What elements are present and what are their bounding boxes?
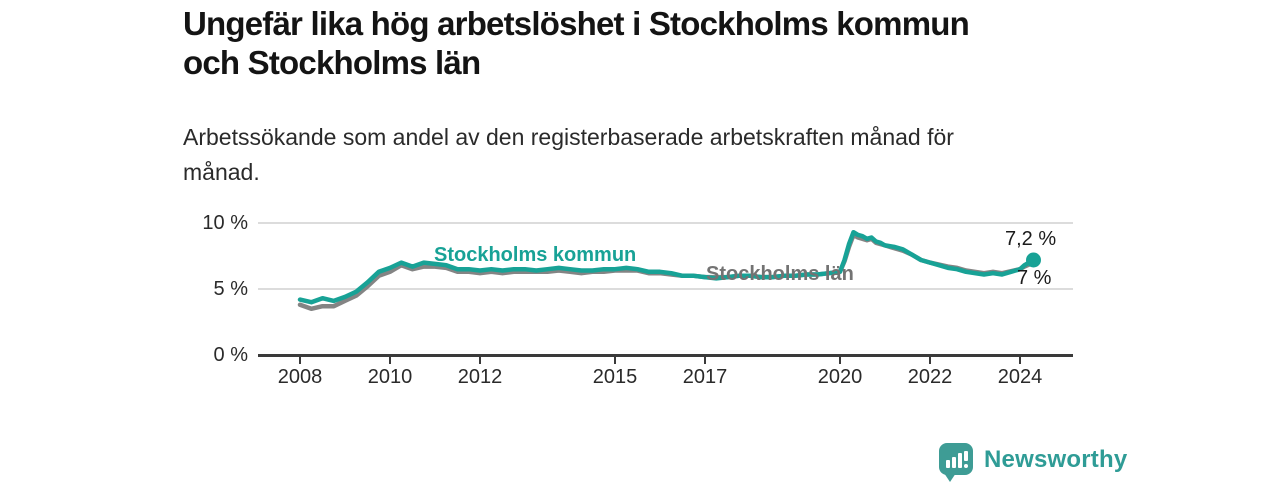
end-point-marker (1026, 252, 1041, 268)
exclamation-dot-icon (964, 464, 968, 468)
x-tick-label: 2015 (592, 366, 638, 388)
line-stockholms-kommun (297, 229, 1036, 305)
x-tick-mark (614, 357, 616, 364)
x-tick-label: 2022 (907, 366, 953, 388)
x-tick-label: 2020 (817, 366, 863, 388)
chart-subtitle-line-2: månad. (183, 159, 260, 185)
x-tick-mark (929, 357, 931, 364)
series-label-stockholms-kommun: Stockholms kommun (434, 244, 637, 266)
chart-subtitle: Arbetssökande som andel av den registerb… (183, 120, 954, 190)
y-tick-label: 10 % (202, 212, 248, 234)
x-tick-label: 2017 (682, 366, 728, 388)
newsworthy-logo-tail (944, 473, 956, 482)
page-title-line-1: Ungefär lika hög arbetslöshet i Stockhol… (183, 5, 970, 42)
x-tick-label: 2008 (277, 366, 323, 388)
x-tick-mark (704, 357, 706, 364)
y-tick-label: 0 % (213, 344, 248, 366)
page-title: Ungefär lika hög arbetslöshet i Stockhol… (183, 4, 970, 82)
end-value-label-kommun: 7,2 % (1005, 228, 1057, 250)
y-tick-label: 5 % (213, 278, 248, 300)
x-axis-line (258, 354, 1073, 357)
x-tick-mark (479, 357, 481, 364)
x-tick-label: 2024 (997, 366, 1043, 388)
series-label-stockholms-lan: Stockholms län (706, 263, 854, 285)
x-tick-mark (839, 357, 841, 364)
end-value-label-lan: 7 % (1017, 267, 1052, 289)
bar-chart-icon (958, 453, 962, 468)
y-gridline (258, 222, 1073, 224)
brand-name: Newsworthy (984, 446, 1128, 473)
chart-subtitle-line-1: Arbetssökande som andel av den registerb… (183, 124, 954, 150)
x-tick-label: 2010 (367, 366, 413, 388)
x-tick-mark (299, 357, 301, 364)
page-title-line-2: och Stockholms län (183, 44, 481, 81)
x-tick-mark (1019, 357, 1021, 364)
x-tick-label: 2012 (457, 366, 503, 388)
bar-chart-icon (946, 460, 950, 468)
bar-chart-icon (952, 457, 956, 468)
exclamation-icon (964, 451, 968, 461)
x-tick-mark (389, 357, 391, 364)
y-gridline (258, 288, 1073, 290)
